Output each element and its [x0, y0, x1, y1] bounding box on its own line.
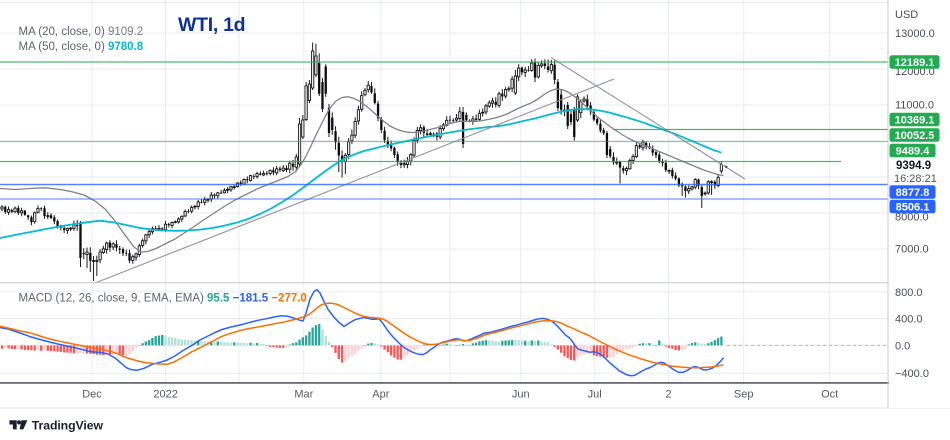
svg-text:8000.0: 8000.0	[895, 212, 929, 224]
svg-text:−400.0: −400.0	[895, 368, 929, 380]
svg-text:16:28:21: 16:28:21	[894, 173, 937, 185]
svg-text:9394.9: 9394.9	[896, 160, 931, 172]
svg-text:400.0: 400.0	[895, 314, 923, 326]
svg-text:10369.1: 10369.1	[895, 115, 935, 127]
svg-text:7000.0: 7000.0	[895, 244, 929, 256]
svg-text:TradingView: TradingView	[32, 418, 104, 432]
svg-text:Apr: Apr	[372, 389, 389, 401]
svg-text:USD: USD	[895, 9, 918, 21]
svg-text:10052.5: 10052.5	[895, 130, 935, 142]
svg-text:MA (50, close, 0) 9780.8: MA (50, close, 0) 9780.8	[19, 41, 144, 53]
svg-text:WTI, 1d: WTI, 1d	[178, 14, 245, 36]
svg-text:8506.1: 8506.1	[896, 202, 930, 214]
svg-text:2: 2	[666, 389, 672, 401]
svg-text:8877.8: 8877.8	[896, 187, 930, 199]
svg-text:MACD (12, 26, close, 9, EMA, E: MACD (12, 26, close, 9, EMA, EMA) 95.5 −…	[19, 293, 307, 305]
svg-text:2022: 2022	[153, 389, 177, 401]
svg-text:800.0: 800.0	[895, 287, 923, 299]
svg-text:Mar: Mar	[294, 389, 313, 401]
svg-text:12000.0: 12000.0	[895, 66, 935, 78]
svg-text:13000.0: 13000.0	[895, 28, 935, 40]
svg-text:Dec: Dec	[82, 389, 102, 401]
svg-text:0.0: 0.0	[895, 340, 910, 352]
svg-text:11000.0: 11000.0	[895, 100, 934, 112]
svg-text:Sep: Sep	[734, 389, 754, 401]
svg-text:MA (20, close, 0) 9109.2: MA (20, close, 0) 9109.2	[19, 26, 144, 38]
svg-text:Jun: Jun	[512, 389, 530, 401]
svg-text:9489.4: 9489.4	[896, 146, 931, 158]
svg-text:Oct: Oct	[821, 389, 838, 401]
svg-text:12189.1: 12189.1	[895, 57, 935, 69]
svg-text:Jul: Jul	[588, 389, 602, 401]
